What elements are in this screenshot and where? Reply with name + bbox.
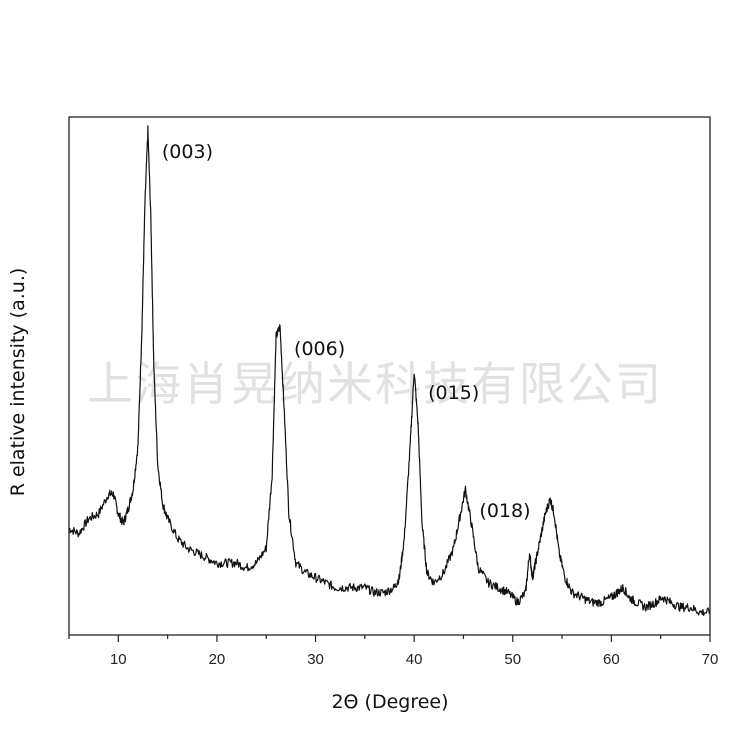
x-tick-label: 70	[702, 651, 719, 668]
xrd-series-line-0	[68, 125, 711, 617]
peak-annotation: (003)	[162, 141, 213, 163]
x-tick-label: 60	[603, 651, 620, 668]
x-tick-label: 10	[110, 651, 127, 668]
peak-annotation: (015)	[428, 382, 479, 404]
x-tick-label: 30	[307, 651, 324, 668]
x-tick-label: 50	[504, 651, 521, 668]
watermark-text: 上海肖晃纳米科技有限公司	[87, 357, 663, 411]
peak-annotation: (006)	[294, 338, 345, 360]
plot-frame	[68, 116, 711, 636]
peak-annotations: (003) (006) (015) (018)	[162, 141, 531, 522]
series-layer	[68, 125, 711, 617]
x-axis-ticks: 10 20 30 40 50 60 70	[68, 635, 719, 668]
x-axis-label: 2Θ (Degree)	[331, 691, 448, 713]
x-tick-label: 40	[406, 651, 423, 668]
x-tick-label: 20	[209, 651, 226, 668]
y-axis-label: R elative intensity (a.u.)	[7, 268, 29, 497]
peak-annotation: (018)	[479, 500, 530, 522]
